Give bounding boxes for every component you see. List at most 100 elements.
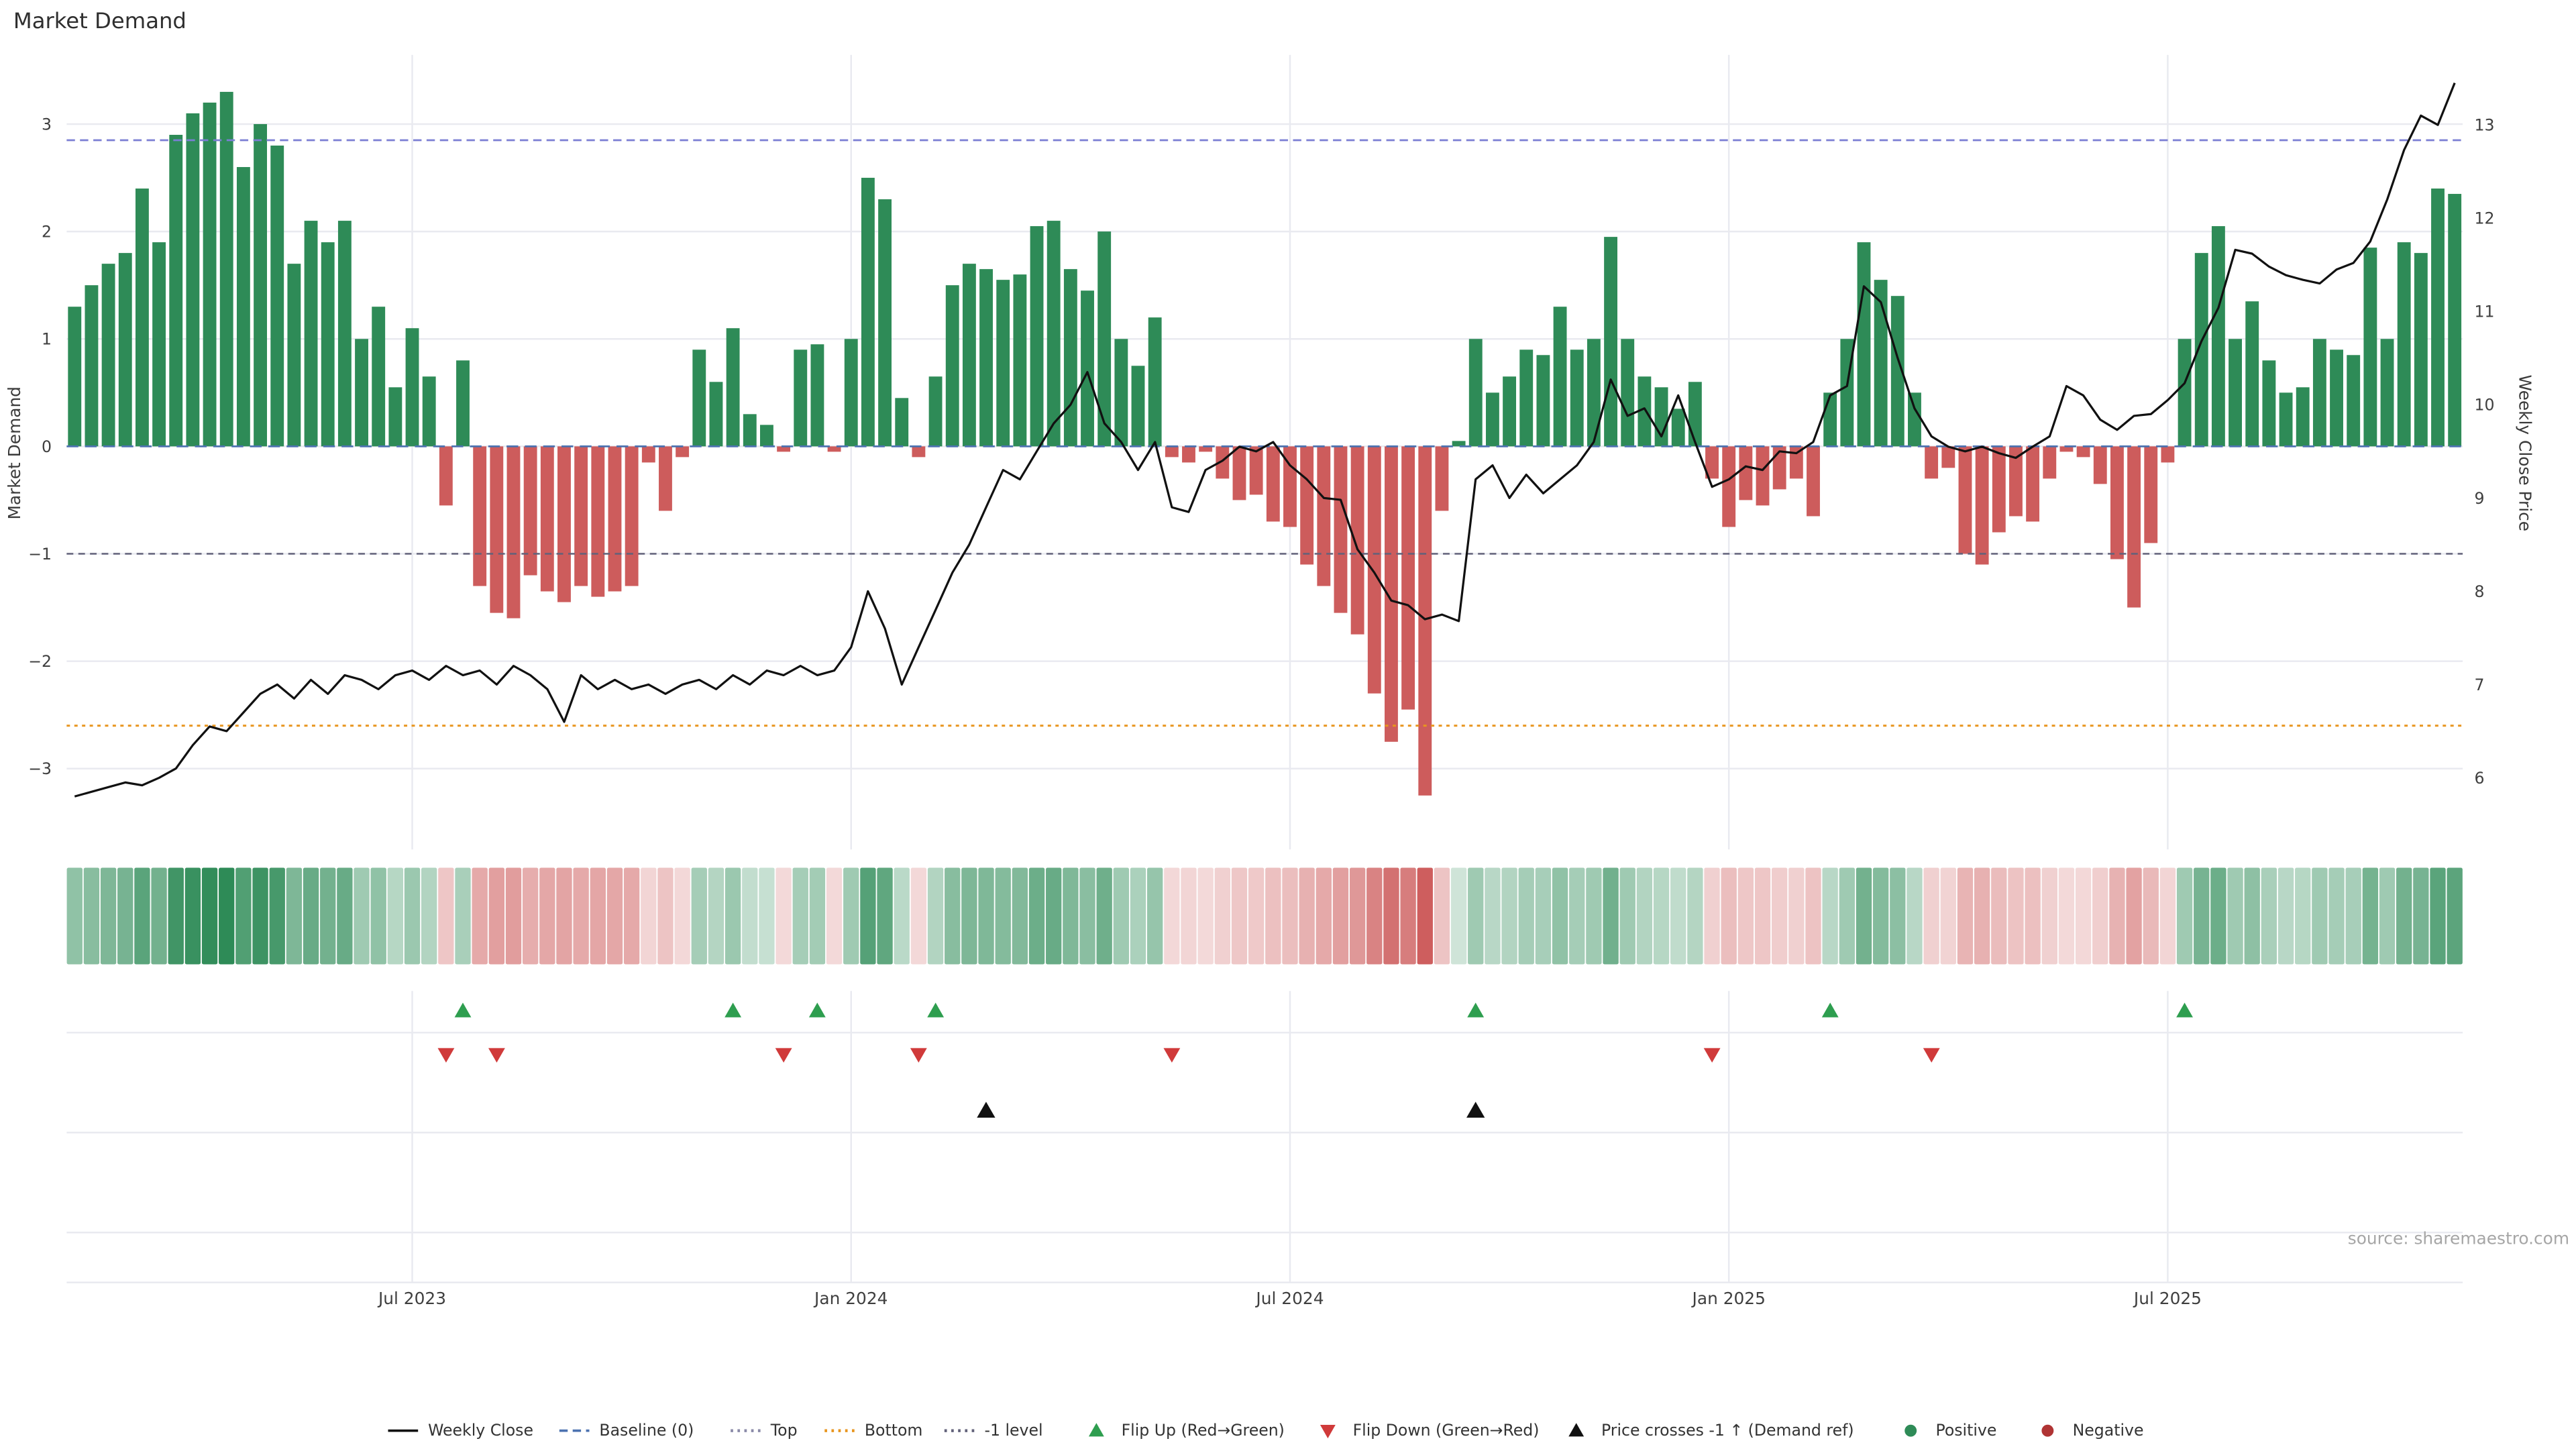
heatmap-cell xyxy=(2362,867,2379,965)
x-tick-label: Jul 2023 xyxy=(377,1289,446,1308)
demand-bar-positive xyxy=(118,253,132,447)
legend-label: Baseline (0) xyxy=(599,1421,694,1440)
flip-down-marker xyxy=(775,1048,792,1063)
heatmap-cell xyxy=(1349,867,1366,965)
price-cross-marker xyxy=(977,1102,996,1118)
heatmap-cell xyxy=(2041,867,2057,965)
heatmap-cell xyxy=(606,867,623,965)
demand-bar-positive xyxy=(1131,366,1145,447)
heatmap-cell xyxy=(2143,867,2159,965)
right-tick-label: 9 xyxy=(2474,489,2484,508)
legend-item: Bottom xyxy=(824,1421,922,1440)
heatmap-cell xyxy=(1130,867,1146,965)
heatmap-cell xyxy=(2447,867,2463,965)
x-tick-label: Jul 2025 xyxy=(2133,1289,2202,1308)
demand-bar-negative xyxy=(591,446,605,597)
left-tick-label: 2 xyxy=(42,223,52,241)
source-credit: source: sharemaestro.com xyxy=(2348,1229,2569,1248)
legend-item: Top xyxy=(731,1421,798,1440)
heatmap-cell xyxy=(1704,867,1720,965)
demand-bar-positive xyxy=(979,269,993,447)
heatmap-cell xyxy=(2328,867,2345,965)
demand-bar-negative xyxy=(2161,446,2175,463)
demand-bar-positive xyxy=(726,328,740,447)
demand-bar-negative xyxy=(1367,446,1381,694)
heatmap-cell xyxy=(590,867,606,965)
demand-bar-negative xyxy=(2059,446,2074,452)
heatmap-cell xyxy=(1063,867,1079,965)
demand-bar-positive xyxy=(1671,409,1685,447)
left-tick-label: −1 xyxy=(28,545,52,564)
heatmap-cell xyxy=(1316,867,1332,965)
heatmap-cell xyxy=(2244,867,2260,965)
demand-bar-positive xyxy=(321,242,335,447)
legend-label: Weekly Close xyxy=(428,1421,533,1440)
right-tick-label: 10 xyxy=(2474,396,2494,415)
heatmap-cell xyxy=(320,867,336,965)
heatmap-cell xyxy=(421,867,437,965)
heatmap-cell xyxy=(303,867,319,965)
heatmap-cell xyxy=(2159,867,2176,965)
demand-bar-positive xyxy=(1688,382,1702,447)
heatmap-cell xyxy=(488,867,505,965)
demand-bar-negative xyxy=(2127,446,2141,608)
heatmap-cell xyxy=(252,867,268,965)
demand-bar-negative xyxy=(1199,446,1213,452)
heatmap-cell xyxy=(2430,867,2446,965)
heatmap-cell xyxy=(1265,867,1281,965)
demand-bar-positive xyxy=(337,221,352,447)
heatmap-cell xyxy=(2075,867,2092,965)
weekly-close-line xyxy=(74,83,2456,798)
heatmap-cell xyxy=(1670,867,1686,965)
demand-bar-positive xyxy=(236,167,250,447)
demand-bar-positive xyxy=(388,387,402,447)
legend-symbol-tri-up xyxy=(1088,1423,1104,1437)
demand-bar-negative xyxy=(2110,446,2124,559)
legend-label: Negative xyxy=(2073,1421,2144,1440)
demand-bar-positive xyxy=(68,307,82,447)
demand-bar-positive xyxy=(2178,339,2192,447)
heatmap-cell xyxy=(2176,867,2193,965)
heatmap-cell xyxy=(1417,867,1433,965)
demand-bar-negative xyxy=(1705,446,1719,479)
heatmap-cell xyxy=(522,867,539,965)
heatmap-cell xyxy=(2295,867,2311,965)
heatmap-cell xyxy=(978,867,994,965)
heatmap-cell xyxy=(1754,867,1771,965)
flip-up-marker xyxy=(1821,1002,1839,1018)
demand-bar-negative xyxy=(1992,446,2006,533)
legend-item: -1 level xyxy=(944,1421,1043,1440)
demand-bar-negative xyxy=(659,446,672,511)
flip-up-marker xyxy=(454,1002,472,1018)
legend-item: Price crosses -1 ↑ (Demand ref) xyxy=(1568,1421,1854,1440)
demand-bar-positive xyxy=(1503,376,1517,447)
heatmap-cell xyxy=(792,867,808,965)
heatmap-cell xyxy=(1332,867,1349,965)
demand-bar-negative xyxy=(1249,446,1263,495)
heatmap-cell xyxy=(2058,867,2075,965)
demand-bar-negative xyxy=(1722,446,1736,527)
heatmap-cell xyxy=(1872,867,1889,965)
demand-bar-positive xyxy=(1013,274,1027,447)
heatmap-cell xyxy=(1586,867,1602,965)
heatmap-cell xyxy=(910,867,927,965)
legend-label: Flip Down (Green→Red) xyxy=(1353,1421,1540,1440)
heatmap-cell xyxy=(1248,867,1265,965)
heatmap-cell xyxy=(286,867,303,965)
demand-bar-positive xyxy=(1890,296,1904,447)
demand-bar-positive xyxy=(2194,253,2208,447)
heatmap-cell xyxy=(623,867,640,965)
heatmap-cell xyxy=(201,867,218,965)
heatmap-cell xyxy=(1552,867,1568,965)
demand-bar-positive xyxy=(1604,237,1618,447)
demand-bar-positive xyxy=(810,344,824,447)
demand-bar-negative xyxy=(490,446,504,613)
demand-bar-positive xyxy=(1908,392,1921,447)
heatmap-cell xyxy=(1079,867,1095,965)
legend-label: -1 level xyxy=(984,1421,1042,1440)
demand-bar-positive xyxy=(1452,441,1466,447)
demand-bar-negative xyxy=(1165,446,1179,458)
flip-up-marker xyxy=(927,1002,945,1018)
demand-bar-positive xyxy=(219,91,233,447)
demand-bar-positive xyxy=(1114,339,1128,447)
